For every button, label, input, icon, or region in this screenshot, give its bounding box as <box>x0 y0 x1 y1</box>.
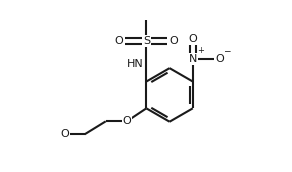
Text: +: + <box>197 46 204 55</box>
Text: HN: HN <box>127 59 144 69</box>
Text: −: − <box>223 46 230 55</box>
Text: N: N <box>189 54 197 64</box>
Text: S: S <box>143 36 150 46</box>
Text: O: O <box>169 36 178 46</box>
Text: O: O <box>115 36 124 46</box>
Text: O: O <box>61 129 69 139</box>
Text: O: O <box>188 34 197 44</box>
Text: O: O <box>215 54 224 64</box>
Text: O: O <box>122 116 131 126</box>
